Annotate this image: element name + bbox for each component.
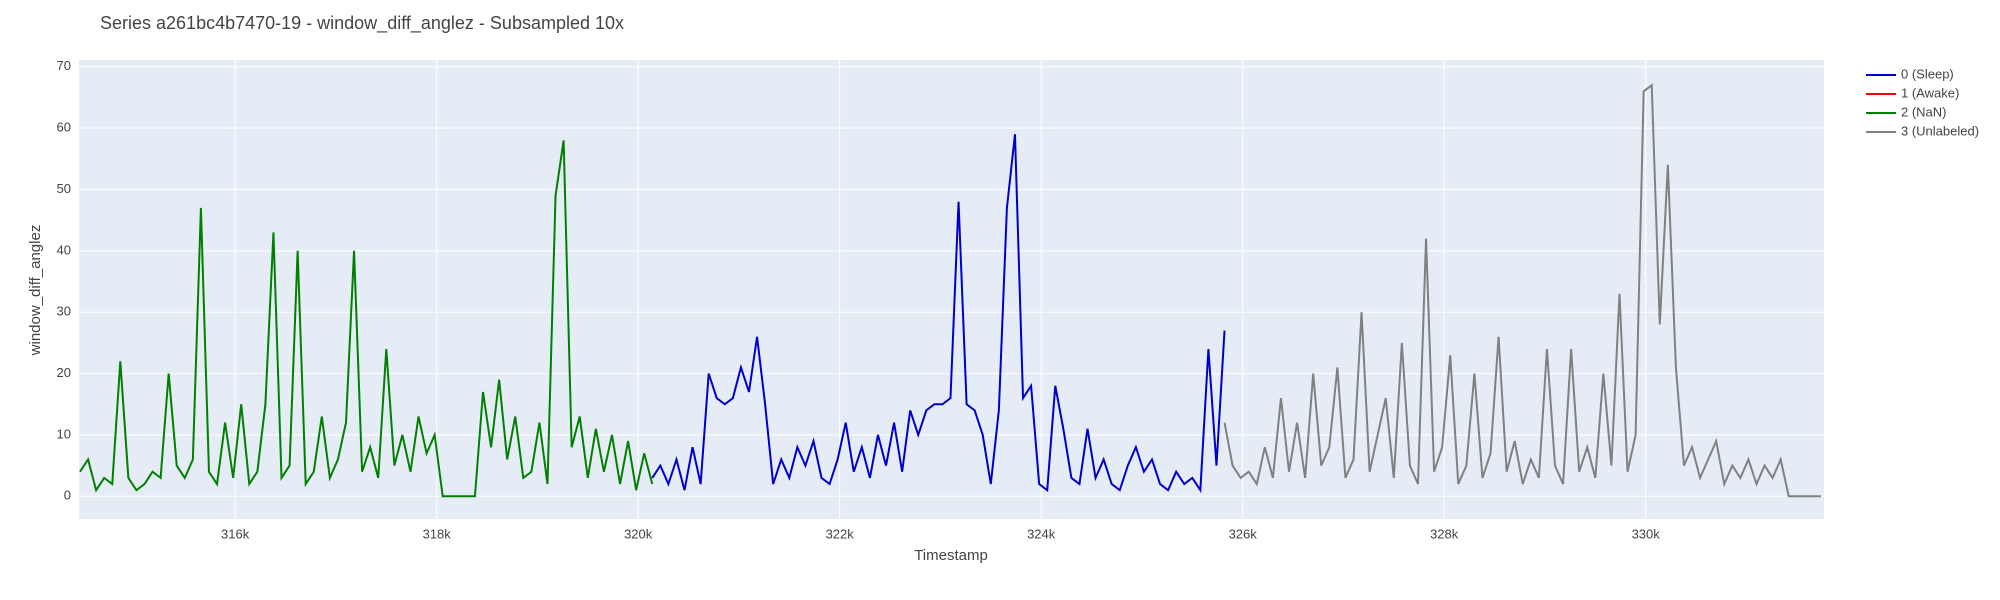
series-line	[79, 140, 654, 498]
y-axis-title: window_diff_anglez	[27, 225, 44, 357]
x-axis-title: Timestamp	[914, 547, 988, 564]
x-tick-label: 324k	[1027, 526, 1056, 541]
series-line	[651, 134, 1226, 494]
y-tick-label: 60	[57, 120, 71, 135]
y-tick-label: 70	[57, 58, 71, 73]
x-tick-label: 318k	[423, 526, 452, 541]
y-tick-label: 40	[57, 242, 71, 257]
x-tick-label: 316k	[221, 526, 250, 541]
legend-label: 2 (NaN)	[1901, 104, 1947, 119]
legend-label: 0 (Sleep)	[1901, 66, 1954, 81]
x-tick-label: 322k	[826, 526, 855, 541]
chart-title: Series a261bc4b7470-19 - window_diff_ang…	[100, 13, 624, 34]
x-tick-label: 328k	[1430, 526, 1459, 541]
y-tick-label: 30	[57, 304, 71, 319]
legend-label: 3 (Unlabeled)	[1901, 123, 1979, 138]
y-tick-label: 10	[57, 426, 71, 441]
x-tick-label: 326k	[1229, 526, 1258, 541]
legend-label: 1 (Awake)	[1901, 85, 1959, 100]
y-tick-label: 20	[57, 365, 71, 380]
x-tick-label: 330k	[1632, 526, 1661, 541]
plot-area	[79, 60, 1824, 519]
x-tick-label: 320k	[624, 526, 653, 541]
y-tick-label: 50	[57, 181, 71, 196]
series-line	[1223, 83, 1821, 498]
y-tick-label: 0	[64, 488, 71, 503]
